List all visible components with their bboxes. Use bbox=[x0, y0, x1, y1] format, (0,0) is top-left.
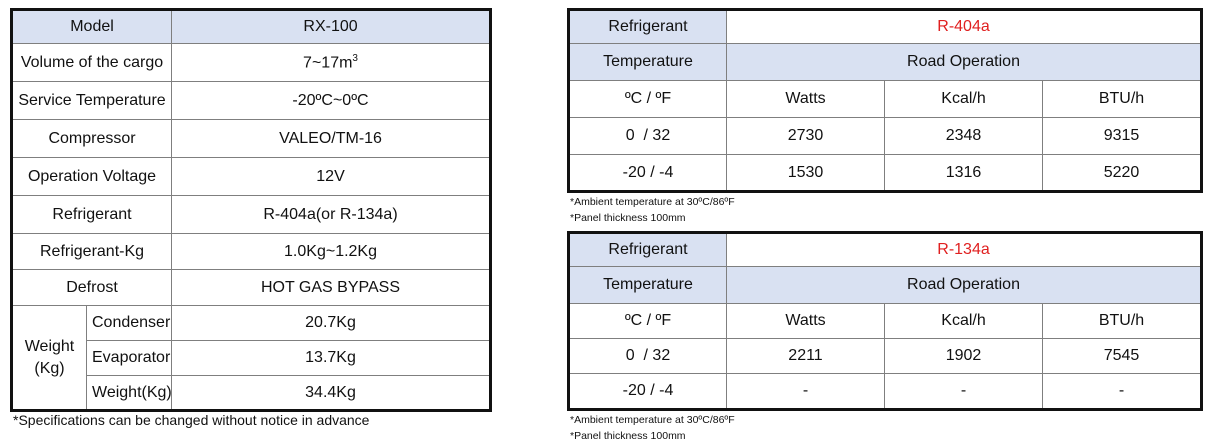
temperature-label: Temperature bbox=[568, 43, 727, 81]
table-cell: 2348 bbox=[884, 117, 1043, 155]
temperature-label: Temperature bbox=[568, 266, 727, 304]
spec-label: Compressor bbox=[10, 119, 173, 158]
refrigerant-value: R-134a bbox=[725, 232, 1203, 267]
spec-label: Operation Voltage bbox=[10, 157, 173, 196]
weight-row: Evaporator 13.7Kg bbox=[12, 340, 492, 376]
model-label: Model bbox=[10, 9, 173, 44]
table-cell: 1530 bbox=[726, 154, 885, 192]
spec-label: Refrigerant-Kg bbox=[10, 233, 173, 270]
column-header: BTU/h bbox=[1041, 303, 1203, 339]
table-cell: 2211 bbox=[726, 338, 885, 374]
column-header: BTU/h bbox=[1041, 80, 1203, 118]
weight-part-label: Evaporator bbox=[85, 340, 173, 376]
model-value: RX-100 bbox=[171, 9, 492, 44]
spec-value: 1.0Kg~1.2Kg bbox=[171, 233, 492, 270]
spec-value: -20ºC~0ºC bbox=[171, 81, 492, 120]
refrigerant-value: R-404a bbox=[725, 9, 1203, 44]
weight-part-label: Condenser bbox=[85, 305, 173, 341]
refrigerant-label: Refrigerant bbox=[568, 232, 727, 267]
table-cell: 0 / 32 bbox=[568, 117, 727, 155]
column-header: Watts bbox=[726, 80, 885, 118]
refrigerant-label: Refrigerant bbox=[568, 9, 727, 44]
operation-label: Road Operation bbox=[725, 43, 1203, 81]
weight-part-value: 20.7Kg bbox=[171, 305, 492, 341]
spec-footnote: *Specifications can be changed without n… bbox=[13, 412, 370, 428]
table-cell: 2730 bbox=[726, 117, 885, 155]
table-cell: 7545 bbox=[1041, 338, 1203, 374]
refrigerant-row: Refrigerant R-404a bbox=[568, 9, 1203, 44]
weight-label: Weight (Kg) bbox=[11, 305, 87, 411]
spec-value: HOT GAS BYPASS bbox=[171, 269, 492, 306]
refrigerant-row: Refrigerant R-134a bbox=[568, 232, 1203, 267]
weight-part-value: 34.4Kg bbox=[171, 375, 492, 411]
spec-table: Model RX-100 Volume of the cargo 7~17m3 … bbox=[10, 8, 493, 412]
spec-value: 7~17m3 bbox=[171, 43, 492, 82]
capacity-table-r404a: Refrigerant R-404a Temperature Road Oper… bbox=[567, 8, 1204, 193]
spec-value: 12V bbox=[171, 157, 492, 196]
model-row: Model RX-100 bbox=[10, 9, 492, 44]
panel-note: *Panel thickness 100mm bbox=[570, 430, 686, 442]
spec-label: Service Temperature bbox=[10, 81, 173, 120]
table-cell: 1316 bbox=[884, 154, 1043, 192]
column-header-row: ºC / ºF Watts Kcal/h BTU/h bbox=[568, 303, 1203, 339]
table-row: -20 / -4 - - - bbox=[568, 373, 1203, 410]
table-cell: - bbox=[726, 373, 885, 410]
weight-part-value: 13.7Kg bbox=[171, 340, 492, 376]
column-header: Watts bbox=[726, 303, 885, 339]
spec-row: Service Temperature -20ºC~0ºC bbox=[10, 81, 492, 120]
table-row: -20 / -4 1530 1316 5220 bbox=[568, 154, 1203, 192]
spec-row: Defrost HOT GAS BYPASS bbox=[10, 269, 492, 306]
column-header-row: ºC / ºF Watts Kcal/h BTU/h bbox=[568, 80, 1203, 118]
weight-part-label: Weight(Kg) bbox=[85, 375, 173, 411]
spec-label: Refrigerant bbox=[10, 195, 173, 234]
spec-label: Volume of the cargo bbox=[10, 43, 173, 82]
spec-row: Compressor VALEO/TM-16 bbox=[10, 119, 492, 158]
column-header: Kcal/h bbox=[884, 303, 1043, 339]
table-cell: 5220 bbox=[1041, 154, 1203, 192]
table-cell: 9315 bbox=[1041, 117, 1203, 155]
table-cell: 0 / 32 bbox=[568, 338, 727, 374]
table-cell: -20 / -4 bbox=[568, 373, 727, 410]
ambient-note: *Ambient temperature at 30ºC/86ºF bbox=[570, 414, 735, 426]
operation-row: Temperature Road Operation bbox=[568, 43, 1203, 81]
weight-row: Weight (Kg) Condenser 20.7Kg bbox=[11, 305, 492, 411]
table-row: 0 / 32 2211 1902 7545 bbox=[568, 338, 1203, 374]
weight-row: Weight(Kg) 34.4Kg bbox=[12, 375, 492, 411]
spec-row: Volume of the cargo 7~17m3 bbox=[10, 43, 492, 82]
operation-label: Road Operation bbox=[725, 266, 1203, 304]
table-cell: - bbox=[884, 373, 1043, 410]
column-header: ºC / ºF bbox=[568, 80, 727, 118]
operation-row: Temperature Road Operation bbox=[568, 266, 1203, 304]
table-row: 0 / 32 2730 2348 9315 bbox=[568, 117, 1203, 155]
panel-note: *Panel thickness 100mm bbox=[570, 212, 686, 224]
spec-label: Defrost bbox=[10, 269, 173, 306]
ambient-note: *Ambient temperature at 30ºC/86ºF bbox=[570, 196, 735, 208]
column-header: ºC / ºF bbox=[568, 303, 727, 339]
spec-value: R-404a(or R-134a) bbox=[171, 195, 492, 234]
spec-row: Operation Voltage 12V bbox=[10, 157, 492, 196]
spec-value: VALEO/TM-16 bbox=[171, 119, 492, 158]
spec-row: Refrigerant R-404a(or R-134a) bbox=[10, 195, 492, 234]
capacity-table-r134a: Refrigerant R-134a Temperature Road Oper… bbox=[567, 231, 1204, 411]
table-cell: - bbox=[1041, 373, 1203, 410]
table-cell: 1902 bbox=[884, 338, 1043, 374]
spec-row: Refrigerant-Kg 1.0Kg~1.2Kg bbox=[10, 233, 492, 270]
table-cell: -20 / -4 bbox=[568, 154, 727, 192]
column-header: Kcal/h bbox=[884, 80, 1043, 118]
